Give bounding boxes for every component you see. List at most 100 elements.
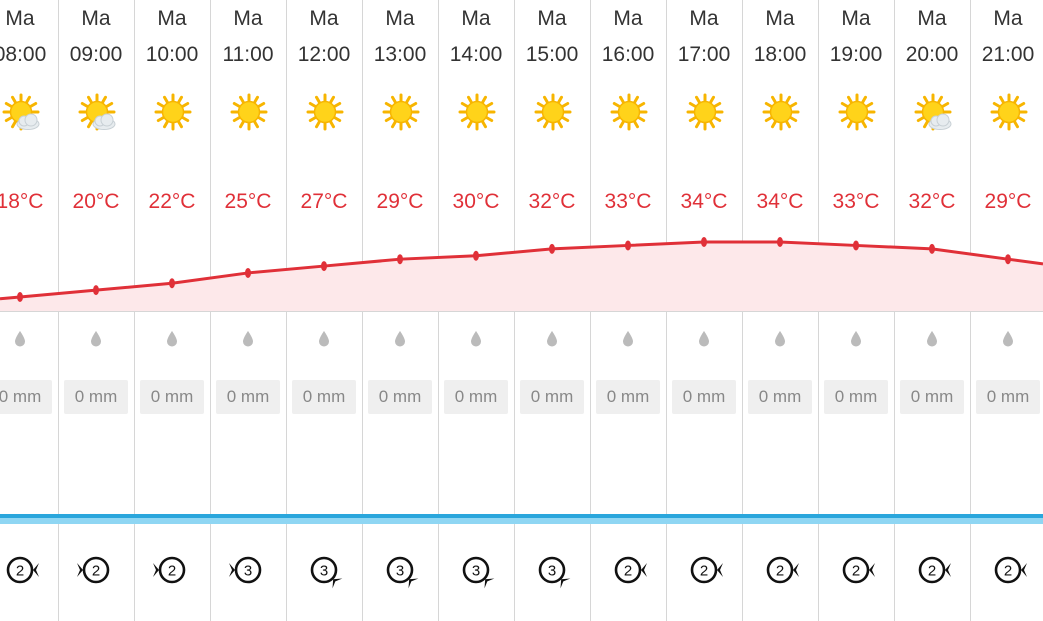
hour-column[interactable]: Ma 11:00 25°C 0 mm 3: [210, 0, 286, 621]
sun-icon: [534, 93, 572, 131]
sun-icon: [990, 93, 1028, 131]
sun-icon: [610, 93, 648, 131]
hour-label: 08:00: [0, 43, 47, 66]
day-label: Ma: [5, 7, 35, 30]
hour-column[interactable]: Ma 21:00 29°C 0 mm 2: [970, 0, 1043, 621]
day-label: Ma: [537, 7, 567, 30]
temperature-label: 32°C: [908, 190, 956, 213]
wind-direction-icon: 3: [380, 550, 420, 590]
temperature-label: 25°C: [224, 190, 272, 213]
raindrop-icon: [15, 331, 25, 347]
wind-speed-label: 2: [928, 563, 936, 580]
hour-column[interactable]: Ma 19:00 33°C 0 mm 2: [818, 0, 894, 621]
hour-column[interactable]: Ma 12:00 27°C 0 mm 3: [286, 0, 362, 621]
precipitation-value: 0 mm: [596, 380, 660, 414]
wind-speed-label: 2: [1004, 563, 1012, 580]
wind-speed-label: 2: [16, 563, 24, 580]
wind-direction-icon: 2: [684, 550, 724, 590]
raindrop-icon: [851, 331, 861, 347]
wind-direction-icon: 2: [76, 550, 116, 590]
temperature-label: 33°C: [832, 190, 880, 213]
hour-column[interactable]: Ma 18:00 34°C 0 mm 2: [742, 0, 818, 621]
day-label: Ma: [765, 7, 795, 30]
hour-column[interactable]: Ma 13:00 29°C 0 mm 3: [362, 0, 438, 621]
hour-column[interactable]: Ma 17:00 34°C 0 mm 2: [666, 0, 742, 621]
precipitation-value: 0 mm: [976, 380, 1040, 414]
wind-speed-label: 3: [320, 563, 328, 580]
raindrop-icon: [91, 331, 101, 347]
precipitation-value: 0 mm: [0, 380, 52, 414]
precipitation-value: 0 mm: [368, 380, 432, 414]
sun-icon: [230, 93, 268, 131]
day-label: Ma: [917, 7, 947, 30]
wind-band-light: [0, 518, 1043, 524]
chart-baseline: [0, 311, 1043, 312]
sun-icon: [154, 93, 192, 131]
wind-speed-label: 2: [92, 563, 100, 580]
hour-label: 11:00: [222, 43, 274, 66]
precipitation-value: 0 mm: [292, 380, 356, 414]
hour-label: 17:00: [677, 43, 731, 66]
hour-column[interactable]: Ma 14:00 30°C 0 mm 3: [438, 0, 514, 621]
raindrop-icon: [167, 331, 177, 347]
wind-direction-icon: 2: [152, 550, 192, 590]
hour-label: 10:00: [145, 43, 199, 66]
wind-speed-label: 3: [548, 563, 556, 580]
day-label: Ma: [993, 7, 1023, 30]
sun-icon: [306, 93, 344, 131]
temperature-label: 32°C: [528, 190, 576, 213]
temperature-label: 29°C: [376, 190, 424, 213]
precipitation-value: 0 mm: [520, 380, 584, 414]
hour-label: 19:00: [829, 43, 883, 66]
hour-label: 21:00: [981, 43, 1035, 66]
temperature-label: 20°C: [72, 190, 120, 213]
wind-speed-label: 3: [244, 563, 252, 580]
wind-direction-icon: 2: [988, 550, 1028, 590]
sun-icon: [686, 93, 724, 131]
temperature-label: 30°C: [452, 190, 500, 213]
hour-column[interactable]: Ma 16:00 33°C 0 mm 2: [590, 0, 666, 621]
raindrop-icon: [623, 331, 633, 347]
wind-speed-label: 3: [472, 563, 480, 580]
day-label: Ma: [385, 7, 415, 30]
hour-column[interactable]: Ma 08:00 18°C 0 mm 2: [0, 0, 58, 621]
wind-direction-icon: 2: [760, 550, 800, 590]
hour-column[interactable]: Ma 15:00 32°C 0 mm 3: [514, 0, 590, 621]
day-label: Ma: [461, 7, 491, 30]
hour-column[interactable]: Ma 09:00 20°C 0 mm 2: [58, 0, 134, 621]
sun-cloud-icon: [914, 93, 952, 131]
hour-column[interactable]: Ma 20:00 32°C 0 mm 2: [894, 0, 970, 621]
hour-label: 13:00: [373, 43, 427, 66]
raindrop-icon: [547, 331, 557, 347]
temperature-label: 18°C: [0, 190, 44, 213]
raindrop-icon: [775, 331, 785, 347]
sun-icon: [762, 93, 800, 131]
hour-column[interactable]: Ma 10:00 22°C 0 mm 2: [134, 0, 210, 621]
hour-label: 15:00: [525, 43, 579, 66]
precipitation-value: 0 mm: [748, 380, 812, 414]
raindrop-icon: [243, 331, 253, 347]
wind-speed-label: 2: [168, 563, 176, 580]
day-label: Ma: [157, 7, 187, 30]
day-label: Ma: [233, 7, 263, 30]
precipitation-value: 0 mm: [824, 380, 888, 414]
wind-direction-icon: 3: [304, 550, 344, 590]
temperature-label: 34°C: [756, 190, 804, 213]
precipitation-value: 0 mm: [140, 380, 204, 414]
precipitation-value: 0 mm: [444, 380, 508, 414]
hour-label: 09:00: [69, 43, 123, 66]
sun-cloud-icon: [2, 93, 40, 131]
hour-label: 14:00: [449, 43, 503, 66]
sun-icon: [382, 93, 420, 131]
wind-speed-label: 3: [396, 563, 404, 580]
wind-band-dark: [0, 514, 1043, 518]
wind-direction-icon: 2: [836, 550, 876, 590]
wind-direction-icon: 2: [608, 550, 648, 590]
sun-icon: [838, 93, 876, 131]
precipitation-value: 0 mm: [672, 380, 736, 414]
day-label: Ma: [81, 7, 111, 30]
wind-direction-icon: 3: [456, 550, 496, 590]
temperature-label: 29°C: [984, 190, 1032, 213]
day-label: Ma: [613, 7, 643, 30]
